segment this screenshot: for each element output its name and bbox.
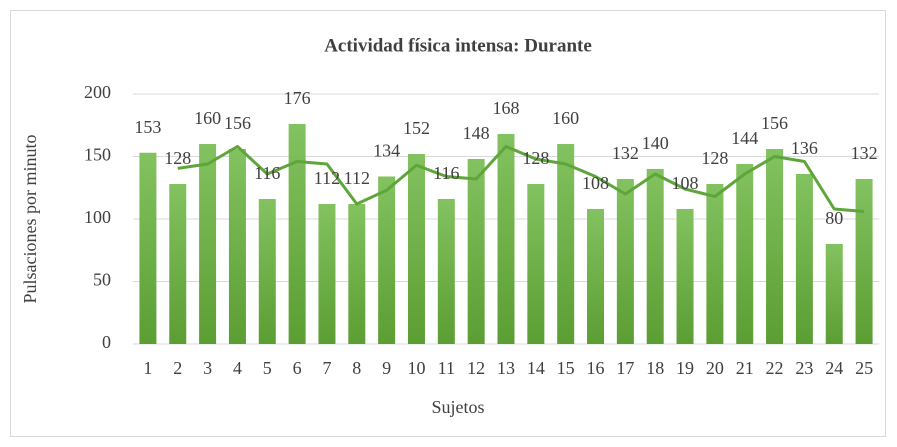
data-label: 152: [403, 118, 430, 138]
data-label: 144: [731, 128, 758, 148]
x-tick-label: 17: [616, 358, 634, 378]
y-tick-label: 0: [102, 332, 111, 352]
x-tick-label: 8: [352, 358, 361, 378]
x-tick-label: 13: [497, 358, 515, 378]
bar: [646, 169, 664, 344]
data-label: 176: [284, 88, 311, 108]
bar: [139, 152, 157, 344]
bar: [736, 164, 754, 344]
x-tick-label: 12: [467, 358, 485, 378]
x-tick-label: 24: [825, 358, 843, 378]
y-tick-label: 200: [84, 82, 111, 102]
data-label: 136: [791, 138, 818, 158]
bar: [348, 204, 366, 344]
data-label: 128: [522, 148, 549, 168]
data-label: 134: [373, 141, 400, 161]
data-label: 156: [224, 113, 251, 133]
bar: [258, 199, 276, 344]
data-label: 156: [761, 113, 788, 133]
bar: [497, 134, 515, 344]
bar: [378, 176, 396, 344]
bar: [467, 159, 485, 344]
data-label: 80: [825, 208, 843, 228]
bar: [825, 244, 843, 344]
x-tick-label: 21: [736, 358, 754, 378]
x-tick-label: 25: [855, 358, 873, 378]
x-tick-label: 9: [382, 358, 391, 378]
bar: [199, 144, 217, 344]
x-tick-label: 23: [795, 358, 813, 378]
x-tick-label: 19: [676, 358, 694, 378]
bar: [795, 174, 813, 344]
x-tick-label: 20: [706, 358, 724, 378]
bar: [616, 179, 634, 344]
x-tick-label: 14: [527, 358, 545, 378]
x-tick-label: 3: [203, 358, 212, 378]
data-label: 116: [433, 163, 459, 183]
data-label: 160: [552, 108, 579, 128]
data-label: 116: [254, 163, 280, 183]
bar: [855, 179, 873, 344]
data-label: 160: [194, 108, 221, 128]
y-tick-label: 50: [93, 270, 111, 290]
data-label: 108: [582, 173, 609, 193]
data-label: 168: [493, 98, 520, 118]
data-label: 132: [612, 143, 639, 163]
data-label: 108: [672, 173, 699, 193]
x-tick-label: 10: [407, 358, 425, 378]
data-label: 148: [463, 123, 490, 143]
x-tick-label: 5: [263, 358, 272, 378]
data-label: 153: [134, 117, 161, 137]
trend-line: [177, 145, 865, 213]
x-tick-label: 15: [557, 358, 575, 378]
bar: [169, 184, 187, 344]
data-label: 140: [642, 133, 669, 153]
x-tick-label: 11: [438, 358, 455, 378]
x-axis-label: Sujetos: [431, 397, 484, 417]
bar: [676, 209, 694, 344]
y-tick-label: 100: [84, 207, 111, 227]
bar: [407, 154, 425, 344]
x-tick-label: 4: [233, 358, 242, 378]
y-tick-label: 150: [84, 145, 111, 165]
data-label: 112: [314, 168, 340, 188]
x-tick-label: 6: [293, 358, 302, 378]
data-label: 132: [851, 143, 878, 163]
bar: [557, 144, 575, 344]
x-tick-label: 2: [173, 358, 182, 378]
x-tick-label: 18: [646, 358, 664, 378]
x-tick-label: 22: [766, 358, 784, 378]
bar: [288, 124, 306, 344]
bar: [706, 184, 724, 344]
bar: [318, 204, 336, 344]
chart-title: Actividad física intensa: Durante: [324, 35, 592, 56]
bar: [527, 184, 545, 344]
bar: [437, 199, 455, 344]
bar: [587, 209, 605, 344]
data-label: 112: [344, 168, 370, 188]
y-axis-label: Pulsaciones por minuto: [20, 135, 40, 304]
bar: [228, 149, 246, 344]
x-tick-label: 16: [587, 358, 605, 378]
bar: [766, 149, 784, 344]
data-label: 128: [701, 148, 728, 168]
x-tick-label: 7: [322, 358, 331, 378]
x-tick-label: 1: [143, 358, 152, 378]
data-label: 128: [164, 148, 191, 168]
